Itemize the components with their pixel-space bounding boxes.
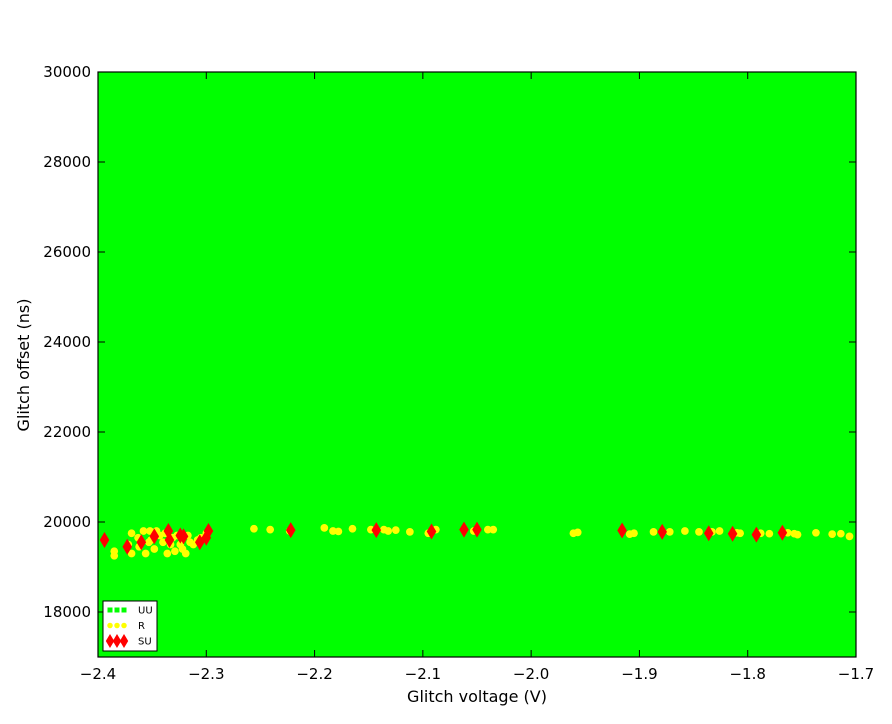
- data-point-su: [617, 522, 627, 539]
- data-point-r: [665, 528, 674, 536]
- data-point-r: [406, 528, 414, 536]
- data-point-su: [472, 521, 482, 538]
- y-tick-label: 26000: [43, 243, 91, 261]
- data-point-r: [836, 529, 845, 538]
- data-point-r: [150, 545, 159, 553]
- series-layer: [99, 521, 854, 560]
- series-su: [99, 521, 788, 555]
- legend-label: UU: [138, 606, 153, 617]
- data-point-su: [99, 532, 110, 548]
- x-tick-label: −1.7: [838, 665, 874, 683]
- data-point-r: [649, 528, 658, 536]
- data-point-r: [695, 528, 703, 536]
- x-tick-label: −1.8: [729, 665, 765, 683]
- data-point-su: [164, 532, 175, 548]
- legend-marker-r: [107, 622, 113, 629]
- y-tick-label: 30000: [43, 63, 91, 81]
- data-point-r: [266, 525, 275, 534]
- legend-marker-su: [105, 634, 115, 648]
- data-point-su: [203, 523, 214, 539]
- data-point-r: [812, 528, 820, 537]
- data-point-r: [828, 530, 837, 539]
- legend-marker-r: [114, 622, 120, 629]
- y-tick-label: 18000: [43, 603, 91, 621]
- data-point-r: [630, 529, 638, 538]
- data-point-su: [727, 525, 738, 542]
- data-point-su: [178, 528, 189, 545]
- data-point-su: [122, 538, 133, 555]
- x-tick-label: −2.0: [513, 665, 549, 683]
- y-tick-label: 20000: [43, 513, 91, 531]
- data-point-r: [163, 549, 172, 558]
- plot-area-background: [98, 72, 856, 657]
- data-point-r: [391, 526, 400, 534]
- data-point-r: [110, 547, 119, 556]
- data-point-su: [371, 522, 382, 539]
- data-point-r: [681, 527, 689, 535]
- data-point-r: [489, 525, 498, 534]
- x-tick-label: −2.4: [80, 665, 116, 683]
- legend-item-su: SU: [105, 634, 152, 648]
- legend-label: R: [138, 621, 145, 632]
- data-point-su: [149, 528, 160, 545]
- data-point-r: [384, 527, 393, 535]
- data-point-su: [285, 522, 296, 539]
- x-tick-label: −2.1: [405, 665, 441, 683]
- data-point-r: [483, 525, 492, 534]
- legend-marker-uu: [114, 607, 120, 613]
- data-point-su: [777, 524, 788, 541]
- data-point-su: [703, 525, 714, 542]
- data-point-su: [459, 521, 469, 538]
- legend-marker-su: [119, 634, 129, 648]
- data-point-r: [127, 549, 136, 558]
- data-point-r: [348, 524, 357, 533]
- y-tick-label: 24000: [43, 333, 91, 351]
- legend: UU R SU: [102, 600, 158, 652]
- y-tick-label: 22000: [43, 423, 91, 441]
- data-point-su: [136, 534, 147, 551]
- data-point-r: [320, 524, 329, 532]
- data-point-su: [657, 523, 667, 540]
- legend-marker-su: [112, 634, 122, 648]
- data-point-r: [181, 549, 190, 558]
- legend-marker-uu: [107, 607, 113, 613]
- x-tick-label: −2.3: [188, 665, 224, 683]
- y-tick-label: 28000: [43, 153, 91, 171]
- data-point-r: [793, 530, 802, 539]
- data-point-r: [845, 532, 854, 541]
- data-point-r: [139, 527, 148, 535]
- legend-marker-r: [121, 622, 127, 629]
- x-tick-label: −2.2: [296, 665, 332, 683]
- data-point-r: [141, 549, 150, 558]
- data-point-r: [171, 547, 179, 556]
- legend-item-uu: UU: [107, 606, 153, 617]
- data-point-r: [715, 527, 724, 535]
- tick-layer: −2.4 −2.3 −2.2 −2.1 −2.0 −1.9 −1.8 −1.7 18000 200…: [43, 63, 874, 683]
- y-axis-label: Glitch offset (ns): [14, 299, 33, 432]
- x-tick-label: −1.9: [621, 665, 657, 683]
- legend-marker-uu: [121, 607, 127, 613]
- data-point-r: [250, 524, 258, 533]
- legend-label: SU: [138, 637, 152, 648]
- data-point-r: [736, 529, 744, 538]
- data-point-su: [751, 526, 762, 543]
- plot-frame: [97, 71, 857, 658]
- data-point-r: [334, 527, 343, 536]
- data-point-su: [426, 523, 437, 540]
- data-point-r: [765, 529, 774, 538]
- x-axis-label: Glitch voltage (V): [407, 687, 547, 706]
- legend-item-r: R: [107, 621, 145, 632]
- data-point-r: [573, 528, 582, 537]
- data-point-r: [127, 529, 136, 538]
